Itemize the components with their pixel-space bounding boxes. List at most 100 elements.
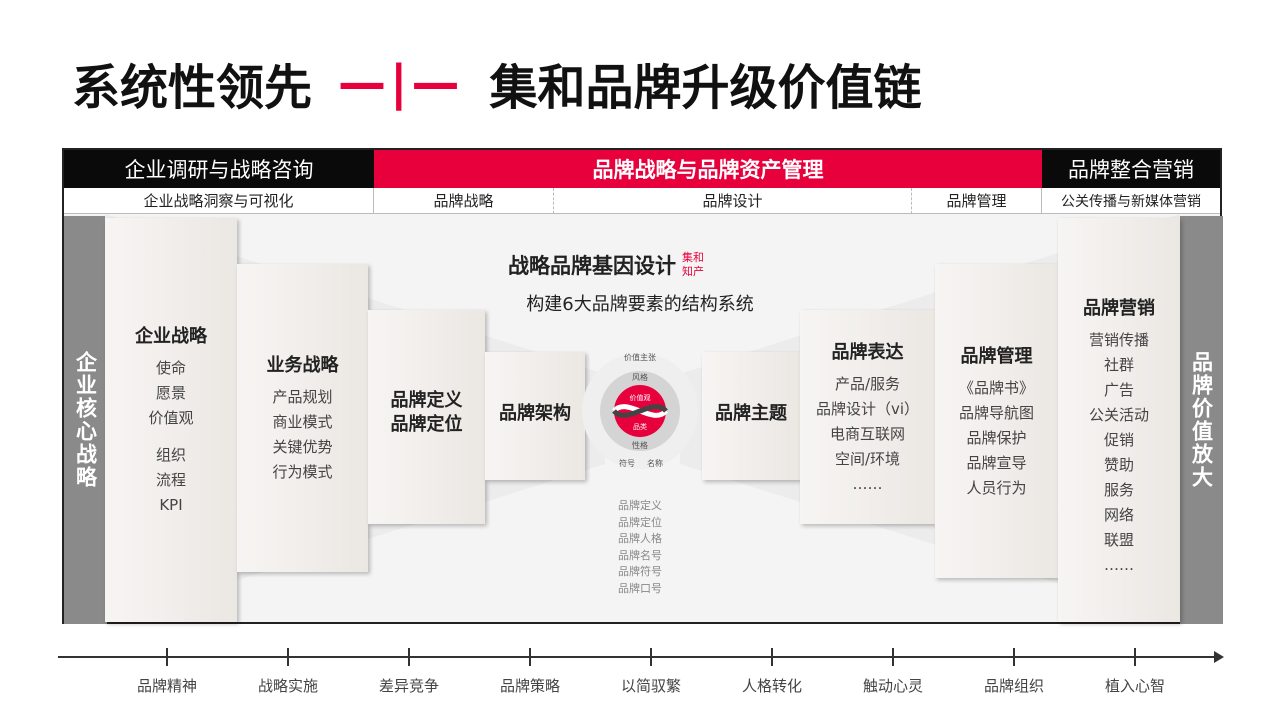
brand-element: 品牌人格: [618, 532, 662, 545]
panel-title: 业务战略: [266, 355, 339, 376]
panel-item: 广告: [1103, 381, 1134, 399]
panel-item: 流程: [155, 471, 186, 489]
sub-insight: 企业战略洞察与可视化: [64, 188, 374, 214]
brand-element-list: 品牌定义 品牌定位 品牌人格 品牌名号 品牌符号 品牌口号: [600, 498, 680, 597]
sub-brand-strategy: 品牌战略: [374, 188, 554, 214]
timeline-arrow-icon: [1214, 651, 1224, 663]
brand-dna-wheel: 价值主张 风格 价值观 品类 性格 符号 名称: [582, 352, 698, 469]
timeline-label: 人格转化: [741, 677, 802, 695]
panel-item: 联盟: [1103, 531, 1134, 549]
brand-badge: 集和 知产: [682, 251, 704, 279]
title-left: 系统性领先: [72, 60, 313, 116]
timeline-tick: [529, 648, 531, 666]
panel-title: 品牌定义 品牌定位: [390, 390, 463, 435]
brand-element: 品牌符号: [618, 565, 662, 578]
panel-item: 产品规划: [272, 388, 333, 406]
timeline-label: 差异竞争: [378, 677, 439, 695]
left-side-label: 企业核心战略: [64, 216, 107, 624]
panel-item: 空间/环境: [834, 449, 901, 468]
center-title: 战略品牌基因设计: [508, 254, 676, 278]
panel-item: 行为模式: [272, 463, 333, 481]
header-marketing: 品牌整合营销: [1042, 150, 1220, 188]
panel-title: 品牌营销: [1083, 298, 1155, 319]
timeline-label: 品牌组织: [983, 677, 1044, 695]
timeline-tick: [166, 648, 168, 666]
panel-item: 价值观: [148, 409, 194, 427]
wheel-label: 价值观: [630, 393, 651, 402]
panel-item: 《品牌书》: [958, 378, 1034, 397]
timeline-tick: [287, 648, 289, 666]
panel-item: 营销传播: [1088, 331, 1149, 349]
sub-brand-management: 品牌管理: [912, 188, 1042, 214]
wheel-label: 品类: [633, 422, 647, 431]
panel-item: 商业模式: [272, 413, 333, 431]
badge-line: 知产: [682, 265, 704, 278]
brand-element: 品牌定义: [618, 499, 662, 512]
brand-element: 品牌口号: [618, 581, 662, 595]
panel-corporate-strategy: 企业战略 使命 愿景 价值观 组织 流程 KPI: [105, 218, 237, 622]
panel-item: 网络: [1103, 506, 1134, 524]
wheel-label: 风格: [632, 372, 648, 382]
timeline-label: 品牌精神: [136, 677, 197, 695]
title-separator: —|—: [338, 55, 464, 111]
timeline-axis: [58, 656, 1216, 658]
timeline-label: 以简驭繁: [620, 677, 681, 695]
timeline-tick: [771, 648, 773, 666]
header-brand-strategy: 品牌战略与品牌资产管理: [374, 150, 1042, 188]
panel-item: 组织: [155, 446, 186, 464]
panel-brand-expression: 品牌表达 产品/服务 品牌设计（vi） 电商互联网 空间/环境 ……: [800, 310, 935, 524]
panel-title: 品牌主题: [715, 403, 787, 424]
wheel-label: 价值主张: [624, 352, 656, 362]
panel-item: 促销: [1103, 431, 1134, 449]
page-title: 系统性领先 —|— 集和品牌升级价值链: [72, 48, 922, 118]
brand-element: 品牌名号: [618, 548, 662, 562]
panel-item: 服务: [1103, 481, 1134, 499]
sub-brand-design: 品牌设计: [554, 188, 912, 214]
timeline-tick: [1134, 648, 1136, 666]
panel-item: 人员行为: [966, 478, 1027, 497]
panel-item: 使命: [155, 359, 186, 377]
panel-item: 品牌设计（vi）: [815, 399, 920, 418]
wheel-label: 符号: [619, 458, 635, 468]
panel-item: ……: [852, 474, 883, 493]
panel-item: KPI: [159, 496, 183, 514]
timeline-label: 战略实施: [257, 677, 318, 695]
timeline-label: 品牌策略: [499, 677, 560, 695]
header-research: 企业调研与战略咨询: [64, 150, 374, 188]
panel-title: 企业战略: [135, 326, 207, 347]
panel-item: 赞助: [1103, 456, 1134, 474]
sub-pr: 公关传播与新媒体营销: [1042, 188, 1220, 214]
dna-wave-icon: [612, 404, 668, 418]
wheel-label: 性格: [632, 440, 648, 450]
panel-brand-theme: 品牌主题: [702, 352, 800, 480]
panel-brand-architecture: 品牌架构: [485, 352, 585, 480]
panel-brand-definition: 品牌定义 品牌定位: [368, 310, 485, 524]
panel-item: 公关活动: [1088, 406, 1149, 424]
timeline-tick: [408, 648, 410, 666]
badge-line: 集和: [682, 251, 704, 264]
panel-item: 产品/服务: [834, 374, 901, 393]
panel-item: 品牌保护: [966, 428, 1027, 447]
panel-item: 愿景: [155, 384, 186, 402]
timeline-tick: [1013, 648, 1015, 666]
timeline-tick: [892, 648, 894, 666]
panel-item: 电商互联网: [829, 424, 905, 443]
panel-item: 品牌导航图: [958, 403, 1034, 422]
brand-element: 品牌定位: [618, 515, 662, 529]
panel-item: 品牌宣导: [966, 453, 1027, 472]
panel-business-strategy: 业务战略 产品规划 商业模式 关键优势 行为模式: [237, 264, 368, 572]
wheel-label: 名称: [647, 458, 663, 468]
panel-title: 品牌管理: [960, 345, 1033, 367]
center-title-block: 战略品牌基因设计 集和 知产: [508, 250, 704, 280]
timeline-label: 植入心智: [1104, 677, 1165, 695]
timeline-tick: [650, 648, 652, 666]
timeline-label: 触动心灵: [862, 677, 923, 695]
panel-brand-marketing: 品牌营销 营销传播 社群 广告 公关活动 促销 赞助 服务 网络 联盟 ……: [1058, 218, 1180, 622]
panel-item: 社群: [1103, 356, 1134, 374]
right-side-label: 品牌价值放大: [1180, 216, 1223, 624]
panel-title: 品牌架构: [499, 403, 571, 424]
panel-brand-management: 品牌管理 《品牌书》 品牌导航图 品牌保护 品牌宣导 人员行为: [935, 264, 1058, 578]
title-right: 集和品牌升级价值链: [489, 60, 922, 116]
panel-item: ……: [1104, 556, 1134, 574]
panel-title: 品牌表达: [831, 341, 904, 363]
